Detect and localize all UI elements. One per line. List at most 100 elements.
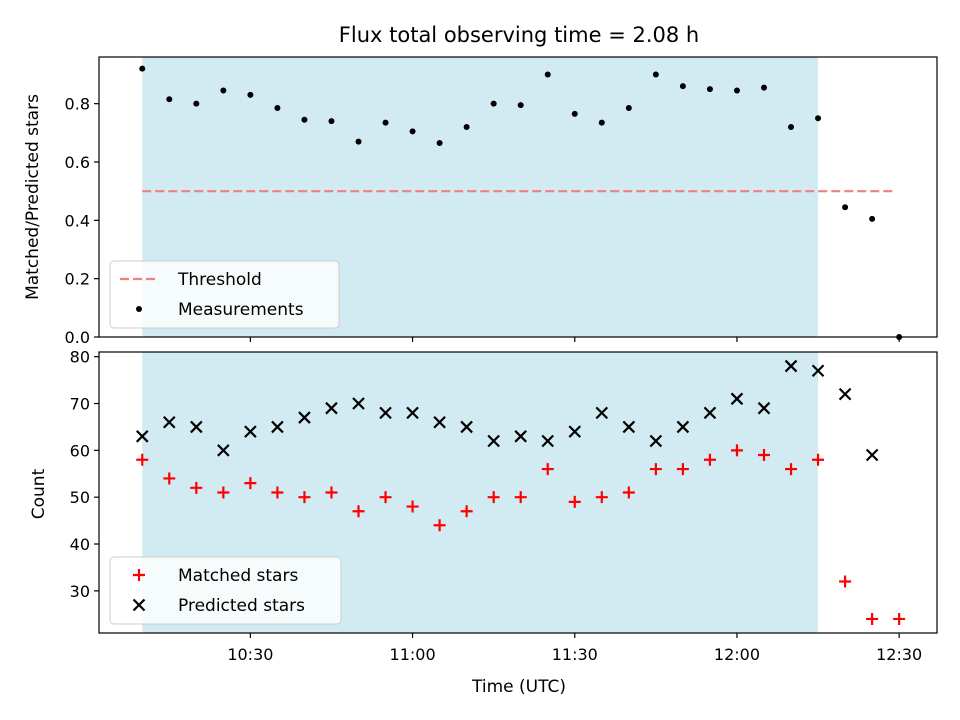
data-point-5: [274, 105, 281, 112]
data-point-19: [649, 434, 663, 448]
data-point-13: [490, 100, 497, 107]
y-tick-label: 0.4: [65, 211, 90, 230]
data-point-3: [217, 444, 230, 457]
data-point-18: [625, 105, 632, 112]
data-point-4: [247, 91, 254, 98]
count-panel: 30 40 50 60 70 80 10:30 11:00 11:30 12:00 12:30 Mat…: [70, 348, 938, 664]
data-point-6: [298, 491, 311, 504]
data-point-28: [893, 612, 906, 625]
legend-marker-1: [136, 306, 142, 312]
data-point-1: [163, 415, 176, 429]
data-point-1: [166, 96, 173, 103]
data-point-11: [433, 415, 446, 429]
data-point-17: [595, 406, 609, 420]
data-point-18: [622, 420, 636, 434]
legend-label: Predicted stars: [178, 596, 305, 616]
data-point-6: [298, 411, 311, 424]
chart-title: Flux total observing time = 2.08 h: [339, 23, 699, 47]
data-point-16: [571, 110, 578, 117]
data-point-0: [136, 453, 149, 466]
data-point-25: [811, 364, 825, 378]
y-tick-label: 0.2: [65, 270, 90, 289]
data-point-14: [517, 102, 524, 109]
data-point-17: [595, 491, 608, 504]
data-point-22: [730, 392, 744, 406]
data-point-21: [703, 406, 717, 420]
data-point-26: [842, 204, 849, 211]
y-tick-label: 0.8: [65, 95, 90, 114]
data-point-1: [163, 472, 176, 485]
data-point-10: [406, 406, 419, 420]
data-point-26: [838, 387, 852, 401]
legend-marker-1: [132, 598, 146, 612]
data-point-13: [487, 491, 500, 504]
data-point-3: [220, 87, 227, 94]
x-tick-label: 10:30: [227, 645, 273, 664]
data-point-27: [866, 612, 879, 625]
bottom-y-axis-label: Count: [29, 468, 49, 519]
y-tick-label: 30: [70, 582, 90, 601]
y-tick-label: 60: [70, 441, 90, 460]
data-point-13: [487, 434, 500, 448]
legend-label: Measurements: [178, 300, 304, 320]
legend-marker-0: [133, 569, 145, 581]
data-point-26: [839, 575, 852, 588]
data-point-24: [784, 359, 798, 373]
data-point-27: [865, 448, 879, 462]
data-point-17: [598, 119, 605, 126]
data-point-19: [649, 463, 662, 476]
legend-box: [109, 260, 340, 329]
data-point-24: [788, 124, 795, 130]
data-point-14: [514, 430, 527, 443]
data-point-2: [193, 100, 200, 107]
data-point-5: [271, 420, 284, 434]
data-point-20: [679, 83, 686, 90]
series-predicted-stars: [135, 359, 879, 462]
data-point-10: [409, 128, 416, 135]
legend-label: Matched stars: [178, 566, 298, 586]
data-point-4: [244, 425, 257, 438]
data-point-22: [730, 444, 743, 457]
y-tick-label: 40: [70, 535, 90, 554]
series-matched-stars: [136, 444, 906, 625]
data-point-10: [406, 500, 419, 513]
y-tick-label: 0.0: [65, 328, 90, 347]
x-axis-label: Time (UTC): [471, 677, 566, 697]
data-point-21: [703, 453, 716, 466]
ratio-panel: 0.0 0.2 0.4 0.6 0.8 Threshold Measurements: [65, 56, 938, 347]
data-point-3: [217, 486, 230, 499]
x-tick-label: 11:30: [552, 645, 598, 664]
data-point-23: [757, 449, 770, 462]
data-point-23: [760, 84, 767, 91]
data-point-7: [325, 401, 338, 415]
data-point-12: [463, 124, 470, 130]
data-point-21: [706, 86, 713, 93]
plot-frame: [98, 351, 938, 634]
x-tick-label: 12:00: [714, 645, 760, 664]
data-point-9: [379, 491, 392, 504]
data-point-25: [815, 115, 822, 122]
data-point-8: [352, 397, 365, 410]
data-point-18: [622, 486, 635, 499]
data-point-7: [325, 486, 338, 499]
top-y-axis-label: Matched/Predicted stars: [23, 94, 43, 300]
data-point-0: [139, 65, 146, 72]
data-point-15: [544, 71, 551, 78]
data-point-16: [568, 425, 582, 438]
legend: Matched stars Predicted stars: [109, 556, 342, 625]
data-point-4: [244, 477, 257, 490]
y-tick-label: 0.6: [65, 153, 90, 172]
data-point-16: [568, 495, 581, 508]
x-tick-label: 11:00: [390, 645, 436, 664]
data-point-24: [785, 463, 798, 476]
legend-box: [109, 556, 342, 625]
legend-label: Threshold: [177, 270, 262, 290]
data-point-20: [676, 420, 690, 434]
y-tick-label: 70: [70, 395, 90, 414]
data-point-7: [328, 118, 335, 125]
legend: Threshold Measurements: [109, 260, 340, 329]
data-point-27: [869, 215, 876, 222]
data-point-19: [652, 71, 659, 78]
data-point-9: [382, 119, 389, 126]
